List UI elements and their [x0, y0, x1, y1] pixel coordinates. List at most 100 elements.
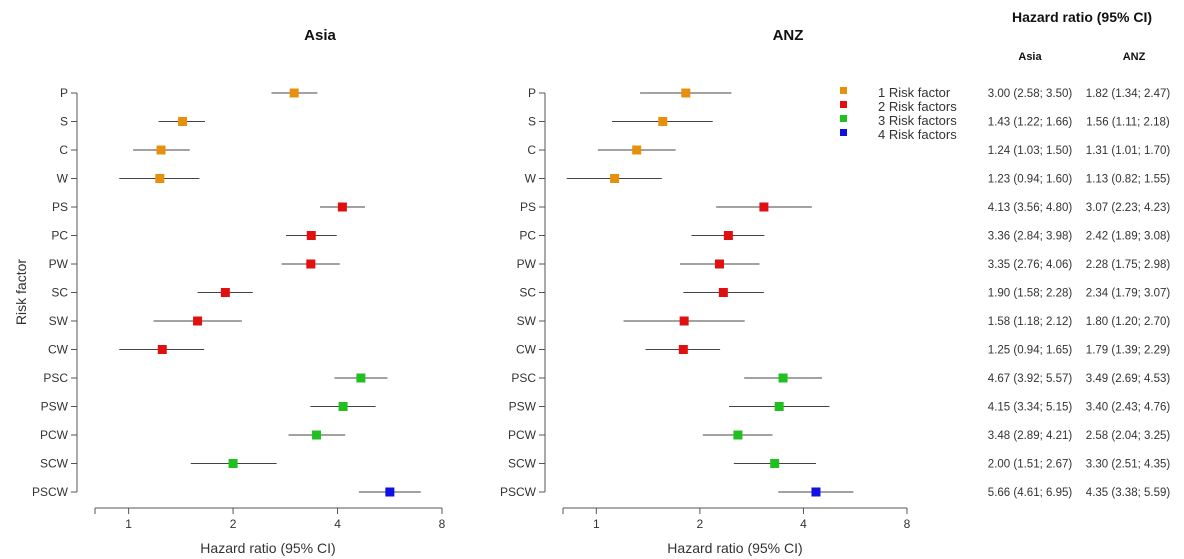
- anz-x-tick-label: 4: [800, 517, 807, 531]
- asia-estimate-point-psc: [356, 373, 366, 383]
- asia-category-label: SCW: [40, 457, 69, 471]
- asia-estimate-point-pw: [306, 259, 316, 269]
- table-cell-asia: 3.00 (2.58; 3.50): [988, 88, 1073, 100]
- asia-x-tick-label: 4: [334, 517, 341, 531]
- asia-category-label: CW: [48, 343, 69, 357]
- table-cell-anz: 2.34 (1.79; 3.07): [1086, 288, 1171, 300]
- anz-estimate-point-cw: [678, 345, 688, 354]
- anz-category-label: PS: [520, 200, 536, 214]
- table-header-anz: ANZ: [1123, 51, 1146, 63]
- asia-category-label: PW: [49, 257, 69, 271]
- table-cell-asia: 1.24 (1.03; 1.50): [988, 145, 1073, 157]
- asia-x-tick-label: 1: [125, 517, 132, 531]
- anz-estimate-point-pscw: [811, 487, 821, 497]
- anz-estimate-point-p: [681, 88, 691, 98]
- asia-category-label: P: [60, 86, 68, 100]
- table-title: Hazard ratio (95% CI): [1012, 9, 1152, 25]
- table-cell-asia: 1.23 (0.94; 1.60): [988, 174, 1073, 186]
- asia-category-label: PS: [52, 200, 68, 214]
- anz-estimate-point-ps: [759, 202, 769, 212]
- legend-swatch-3: [840, 115, 847, 122]
- table-cell-anz: 1.31 (1.01; 1.70): [1086, 145, 1171, 157]
- asia-x-axis-label: Hazard ratio (95% CI): [200, 540, 335, 556]
- asia-estimate-point-s: [178, 117, 188, 126]
- anz-category-label: SW: [517, 314, 537, 328]
- table-cell-anz: 4.35 (3.38; 5.59): [1086, 487, 1171, 499]
- anz-panel-title: ANZ: [773, 27, 804, 44]
- anz-category-label: S: [528, 115, 536, 129]
- anz-category-label: SCW: [508, 457, 537, 471]
- legend-label-2: 2 Risk factors: [878, 99, 957, 114]
- table-cell-asia: 3.36 (2.84; 3.98): [988, 231, 1073, 243]
- asia-estimate-point-sc: [220, 288, 230, 297]
- legend-swatch-2: [840, 101, 847, 108]
- anz-category-label: PC: [519, 229, 536, 243]
- table-cell-asia: 4.67 (3.92; 5.57): [988, 373, 1073, 385]
- asia-category-label: W: [57, 172, 69, 186]
- asia-estimate-point-pscw: [385, 487, 395, 497]
- anz-category-label: PSCW: [500, 485, 537, 499]
- asia-estimate-point-pc: [306, 231, 316, 240]
- anz-category-label: PSC: [511, 371, 536, 385]
- asia-x-tick-label: 2: [230, 517, 237, 531]
- asia-category-label: S: [60, 115, 68, 129]
- table-cell-anz: 1.79 (1.39; 2.29): [1086, 345, 1171, 357]
- asia-x-tick-label: 8: [439, 517, 446, 531]
- anz-estimate-point-scw: [770, 459, 780, 468]
- anz-category-label: PSW: [509, 400, 537, 414]
- table-cell-anz: 2.58 (2.04; 3.25): [1086, 430, 1171, 442]
- table-cell-asia: 1.90 (1.58; 2.28): [988, 288, 1073, 300]
- asia-category-label: PC: [51, 229, 68, 243]
- asia-category-label: SC: [51, 286, 68, 300]
- table-rows: 3.00 (2.58; 3.50) 1.82 (1.34; 2.47) 1.43 (…: [988, 88, 1171, 499]
- anz-estimate-point-s: [658, 117, 668, 126]
- anz-category-label: P: [528, 86, 536, 100]
- table-cell-asia: 2.00 (1.51; 2.67): [988, 459, 1073, 471]
- anz-estimate-point-w: [610, 174, 620, 183]
- asia-category-label: C: [59, 143, 68, 157]
- legend-swatch-1: [840, 87, 847, 94]
- y-axis-label: Risk factor: [13, 259, 29, 325]
- table-cell-anz: 3.07 (2.23; 4.23): [1086, 202, 1171, 214]
- asia-estimate-point-c: [156, 145, 166, 155]
- anz-estimate-point-psw: [774, 402, 784, 411]
- table-cell-anz: 1.80 (1.20; 2.70): [1086, 316, 1171, 328]
- legend-swatch-4: [840, 129, 847, 136]
- table-cell-asia: 1.58 (1.18; 2.12): [988, 316, 1073, 328]
- table-cell-anz: 2.42 (1.89; 3.08): [1086, 231, 1171, 243]
- table-cell-anz: 3.30 (2.51; 4.35): [1086, 459, 1171, 471]
- asia-estimate-point-cw: [157, 345, 167, 354]
- asia-category-label: PSCW: [32, 485, 69, 499]
- asia-category-label: PSW: [41, 400, 69, 414]
- asia-estimate-point-p: [289, 88, 299, 98]
- anz-category-label: SC: [519, 286, 536, 300]
- asia-estimate-point-sw: [193, 316, 203, 326]
- legend-label-1: 1 Risk factor: [878, 85, 951, 100]
- anz-estimate-point-pcw: [733, 430, 743, 440]
- table-header-asia: Asia: [1018, 51, 1042, 63]
- table-cell-asia: 1.43 (1.22; 1.66): [988, 117, 1073, 129]
- asia-estimate-point-ps: [337, 202, 347, 212]
- anz-category-label: C: [527, 143, 536, 157]
- anz-estimate-point-pw: [714, 259, 724, 269]
- asia-panel-title: Asia: [304, 27, 336, 44]
- asia-estimate-point-pcw: [312, 430, 322, 440]
- asia-estimate-point-psw: [338, 402, 348, 411]
- table-cell-asia: 3.48 (2.89; 4.21): [988, 430, 1073, 442]
- legend-label-4: 4 Risk factors: [878, 127, 957, 142]
- anz-x-tick-label: 1: [593, 517, 600, 531]
- anz-category-label: PW: [517, 257, 537, 271]
- anz-x-tick-label: 2: [697, 517, 704, 531]
- anz-category-label: PCW: [508, 428, 537, 442]
- table-cell-asia: 4.15 (3.34; 5.15): [988, 402, 1073, 414]
- asia-category-label: PSC: [43, 371, 68, 385]
- table-cell-anz: 3.40 (2.43; 4.76): [1086, 402, 1171, 414]
- anz-estimate-point-sw: [679, 316, 689, 326]
- table-cell-anz: 1.56 (1.11; 2.18): [1086, 117, 1170, 129]
- table-cell-anz: 2.28 (1.75; 2.98): [1086, 259, 1171, 271]
